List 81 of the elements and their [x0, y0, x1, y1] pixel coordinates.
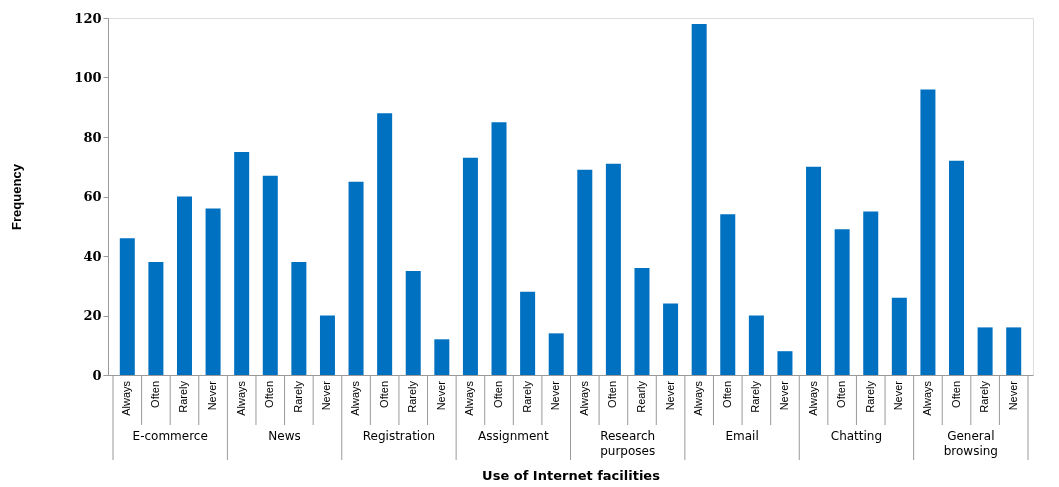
x-tick-label: Often — [263, 381, 276, 408]
x-tick-label: Always — [120, 380, 133, 416]
x-tick-label: Never — [892, 380, 905, 411]
bar — [920, 89, 936, 375]
x-tick-label: Often — [492, 381, 505, 408]
y-tick-label: 0 — [92, 367, 102, 383]
bar — [348, 181, 364, 375]
bar — [319, 315, 335, 375]
x-tick-label: Rearly — [634, 380, 647, 413]
x-tick-label: Always — [806, 380, 819, 416]
x-tick-label: Rarely — [863, 380, 876, 413]
text: General browsing — [943, 429, 998, 458]
bar — [949, 160, 965, 375]
bar — [462, 157, 478, 375]
x-tick-label: Always — [234, 380, 247, 416]
x-tick-label: Always — [463, 380, 476, 416]
bar — [605, 163, 621, 375]
y-tick-label: 20 — [83, 308, 102, 323]
bar — [863, 211, 879, 375]
bar — [977, 327, 993, 375]
x-tick-label: Often — [835, 381, 848, 408]
bar — [119, 238, 135, 375]
x-tick-label: Always — [692, 380, 705, 416]
x-tick-label: Rarely — [406, 380, 419, 413]
bar — [434, 339, 450, 375]
bar — [205, 208, 221, 375]
bar — [520, 291, 536, 375]
bar — [691, 23, 707, 375]
bar — [777, 351, 793, 375]
bar — [234, 151, 250, 375]
x-axis-title: Use of Internet facilities — [482, 467, 661, 483]
x-tick-label: Often — [720, 381, 733, 408]
y-tick-label: 80 — [83, 129, 102, 145]
bar — [663, 303, 679, 375]
bar — [262, 175, 278, 375]
x-tick-label: Rarely — [291, 380, 304, 413]
x-tick-label: Never — [777, 380, 790, 411]
bar — [405, 270, 421, 375]
text: Chatting — [830, 429, 883, 443]
x-tick-label: Often — [949, 381, 962, 408]
bar — [491, 122, 507, 375]
x-tick-label: Rarely — [520, 380, 533, 413]
text: Registration — [362, 429, 436, 443]
x-tick-label: Never — [206, 380, 219, 411]
bar — [577, 169, 593, 375]
bar — [291, 261, 307, 375]
bar — [176, 196, 192, 375]
bar — [634, 267, 650, 375]
bar — [148, 261, 164, 375]
x-tick-label: Never — [663, 380, 676, 411]
x-tick-label: Rarely — [749, 380, 762, 413]
x-tick-label: Never — [434, 380, 447, 411]
bar — [1006, 327, 1022, 375]
x-tick-label: Often — [148, 381, 161, 408]
x-tick-label: Rarely — [177, 380, 190, 413]
bar — [891, 297, 907, 375]
y-axis-title: Frequency — [9, 163, 25, 230]
x-tick-label: Never — [1006, 380, 1019, 411]
x-tick-label: Often — [377, 381, 390, 408]
y-tick-label: 120 — [74, 10, 102, 26]
text: Research purposes — [600, 429, 656, 458]
bar — [806, 166, 822, 375]
bar — [748, 315, 764, 375]
x-tick-label: Never — [549, 380, 562, 411]
bar — [548, 333, 564, 375]
bar — [377, 113, 393, 375]
y-tick-label: 100 — [74, 70, 102, 85]
bar — [834, 229, 850, 375]
text: Assignment — [477, 429, 549, 443]
y-tick-label: 60 — [83, 189, 102, 204]
x-tick-label: Often — [606, 381, 619, 408]
text: E-commerce — [132, 429, 208, 443]
x-tick-label: Always — [920, 380, 933, 416]
text: News — [268, 429, 301, 443]
text: Email — [725, 429, 759, 443]
bar — [720, 214, 736, 375]
x-tick-label: Rarely — [978, 380, 991, 413]
y-tick-label: 40 — [83, 248, 102, 264]
x-tick-label: Always — [577, 380, 590, 416]
x-tick-label: Always — [349, 380, 362, 416]
x-tick-label: Never — [320, 380, 333, 411]
